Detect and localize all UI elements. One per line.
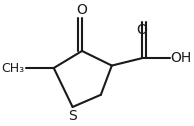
Text: O: O [136,23,147,37]
Text: O: O [77,3,87,17]
Text: OH: OH [171,51,192,65]
Text: CH₃: CH₃ [1,61,24,74]
Text: S: S [68,109,77,123]
